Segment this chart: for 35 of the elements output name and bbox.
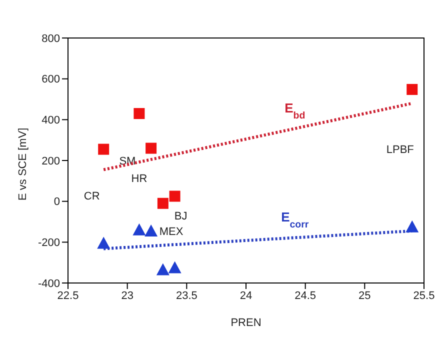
x-tick-label: 23.5	[176, 290, 198, 302]
y-tick-label: 600	[42, 74, 60, 86]
x-axis-title: PREN	[230, 317, 262, 329]
y-tick-label: -200	[38, 237, 60, 250]
y-tick-label: 0	[54, 196, 60, 208]
point	[156, 263, 170, 276]
point	[169, 190, 180, 202]
point	[146, 142, 157, 154]
point	[97, 236, 110, 249]
series-label: E$_{corr}$	[281, 210, 309, 230]
y-tick-label: -400	[38, 278, 60, 290]
x-tick-label: 22.5	[57, 290, 79, 302]
x-tick-label: 24	[240, 290, 252, 302]
x-tick-label: 25	[358, 290, 371, 302]
point	[406, 84, 418, 95]
series-label: E$_{bd}$	[284, 100, 306, 122]
point	[144, 224, 158, 236]
annotation: MEX	[159, 226, 184, 238]
annotation: LPBF	[386, 144, 414, 156]
annotation: HR	[131, 172, 148, 185]
point	[98, 144, 110, 155]
y-tick-label: 400	[42, 114, 60, 127]
point	[406, 220, 419, 232]
y-tick-label: 800	[42, 32, 60, 45]
point	[157, 198, 168, 209]
point	[134, 108, 145, 120]
annotation: BJ	[174, 210, 188, 223]
y-axis-title: E vs SCE [mV]	[16, 128, 29, 200]
x-tick-label: 23	[121, 290, 134, 302]
x-tick-label: 24.5	[294, 290, 316, 302]
point	[168, 261, 182, 274]
y-tick-label: 200	[42, 155, 60, 168]
annotation: CR	[84, 190, 100, 202]
point	[132, 223, 146, 236]
x-tick-label: 25.5	[413, 290, 435, 302]
